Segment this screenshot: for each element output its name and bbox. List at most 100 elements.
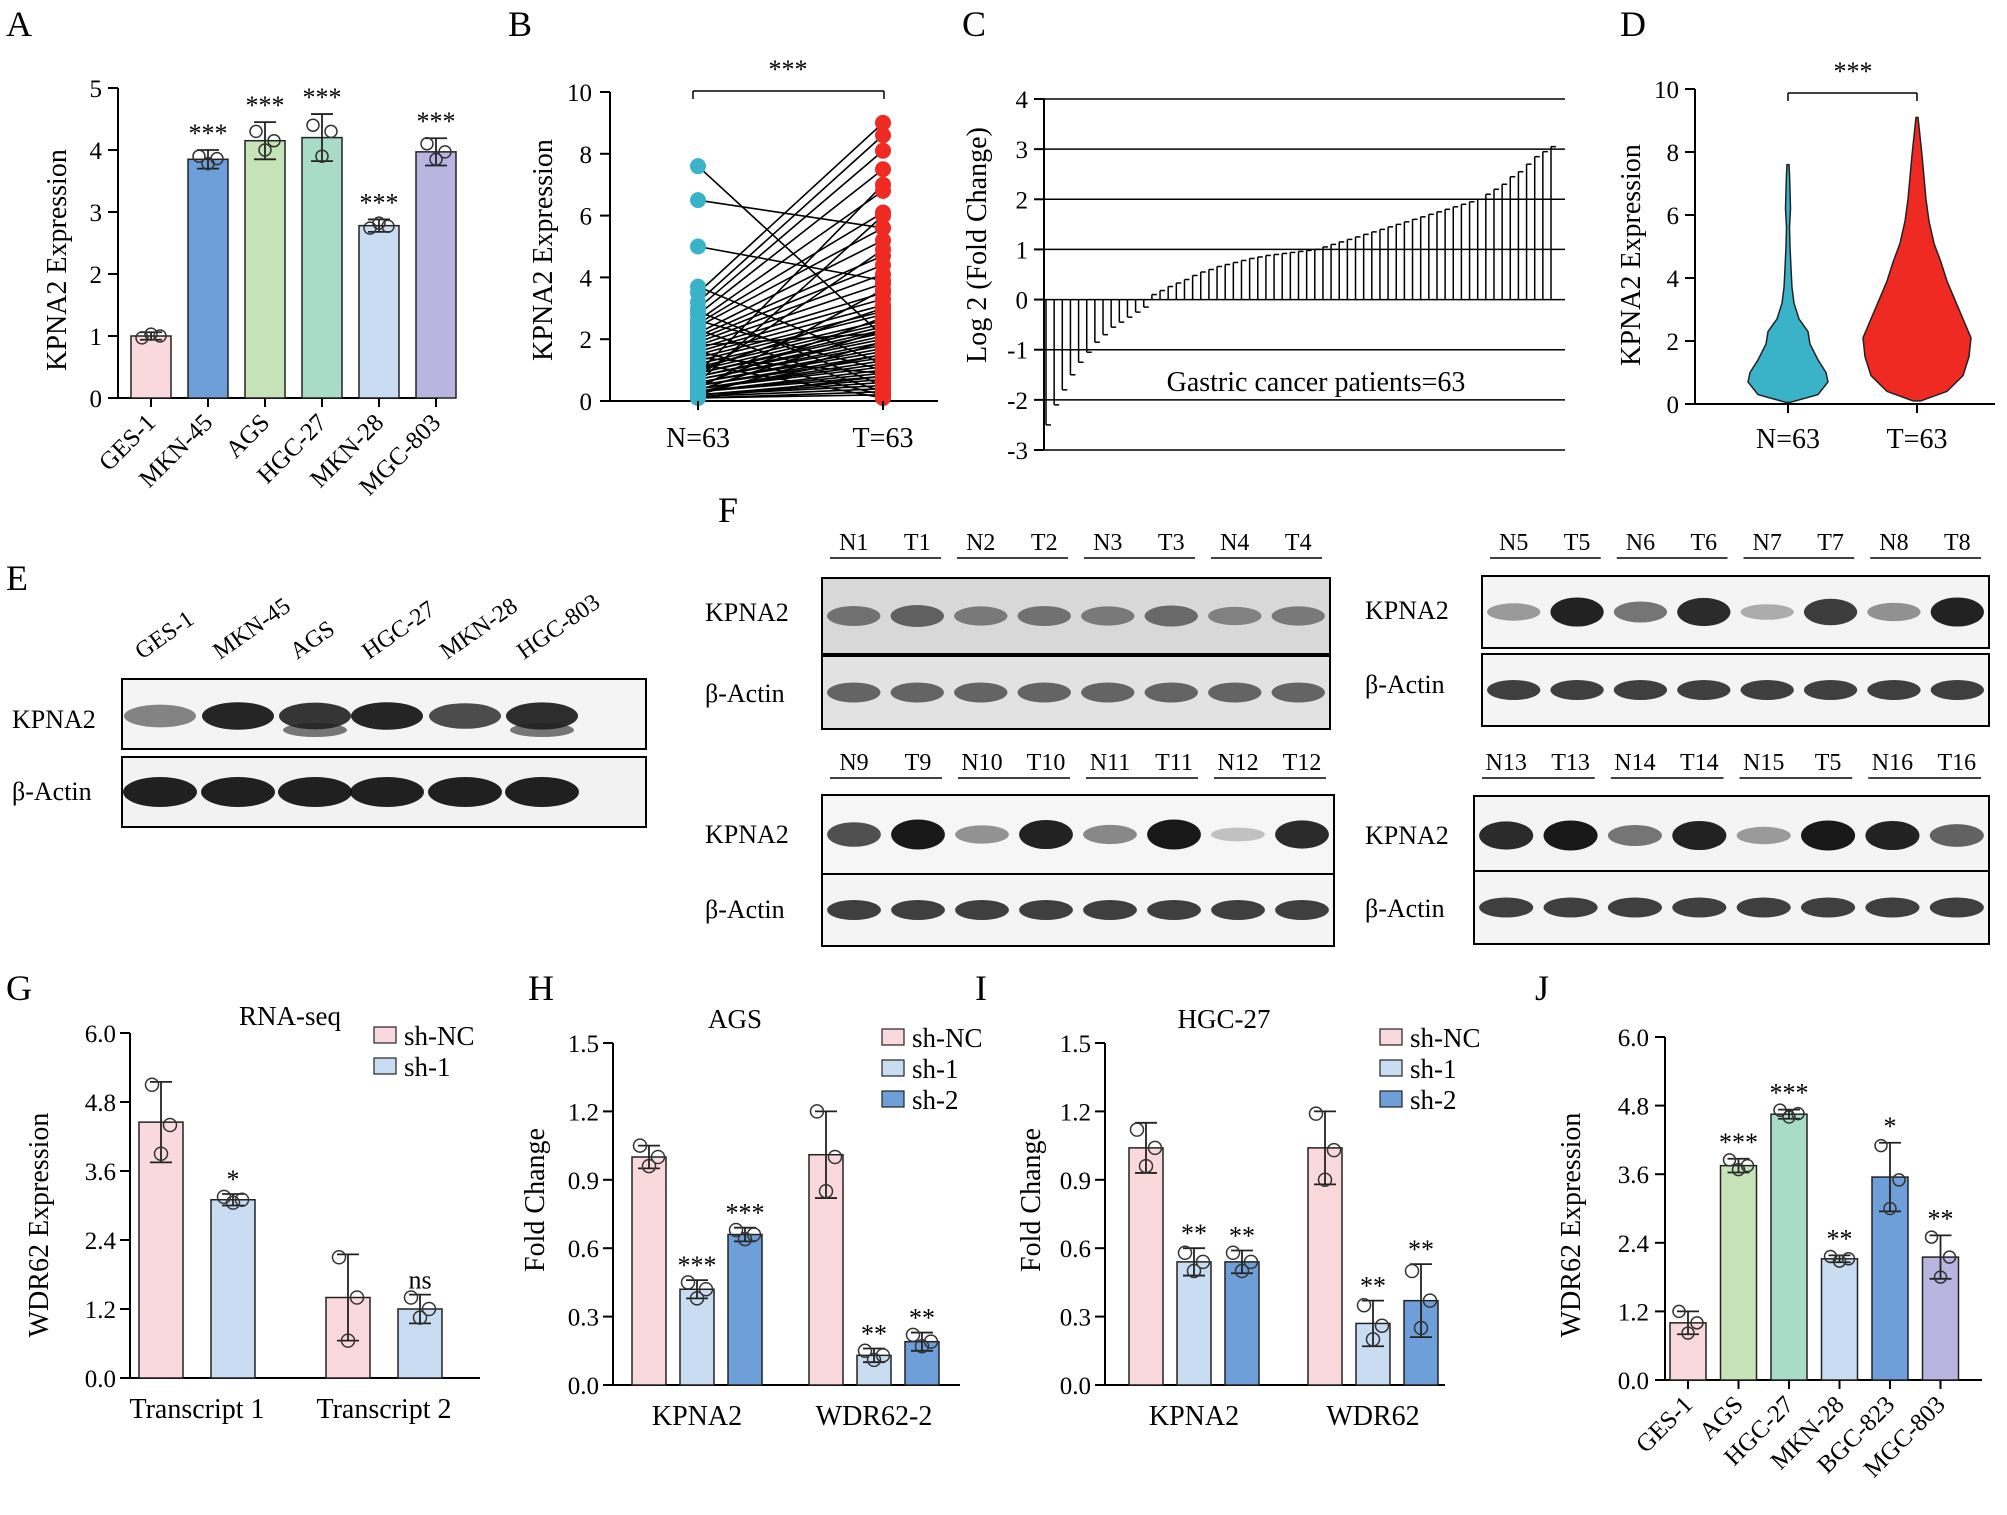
- tumor-point: [875, 114, 891, 131]
- pair-line: [697, 375, 884, 393]
- tumor-violin: [1862, 116, 1972, 402]
- data-point: [258, 143, 272, 157]
- y-tick-label: 0.3: [1060, 1305, 1091, 1332]
- panel-c-y-label: Log 2 (Fold Change): [962, 127, 993, 363]
- panel-a-y-label: KPNA2 Expression: [42, 149, 73, 371]
- panel-a: A KPNA2 Expression 0 1 2 3 4 5 GES-1***MKN-45…: [6, 4, 457, 501]
- normal-point: [690, 365, 706, 382]
- lane-label: N16: [1872, 750, 1913, 776]
- f-blot-panel-3: N9 T9 N10 T10 N11 T11 N12 T12 KPNA2 β-Actin: [705, 750, 1335, 947]
- panel-g-bars: * Transcript 1 ns Transcript 2: [129, 1077, 452, 1425]
- bar: [1820, 1258, 1859, 1381]
- data-point: [225, 1195, 241, 1210]
- panel-e-bands: [123, 702, 579, 807]
- lane-label: HGC-803: [513, 589, 605, 665]
- actin-band: [1543, 897, 1598, 918]
- data-point: [340, 1333, 356, 1348]
- panel-g: G WDR62 Expression RNA-seq 0.0 1.2 2.4 3.6 4…: [6, 968, 480, 1425]
- significance-label: ***: [678, 1251, 717, 1280]
- data-point: [698, 1281, 714, 1297]
- legend-label: sh-1: [404, 1052, 451, 1082]
- y-tick-label: 6: [580, 204, 593, 231]
- data-point: [144, 1077, 160, 1092]
- panel-h-y-ticks: 0.0 0.3 0.6 0.9 1.2 1.5: [568, 1031, 613, 1400]
- x-tick-label: KPNA2: [652, 1401, 742, 1432]
- y-tick-label: 0.9: [568, 1168, 599, 1195]
- legend-swatch: [373, 1057, 397, 1075]
- lane-label: N9: [839, 750, 868, 776]
- significance-label: ***: [1719, 1128, 1758, 1157]
- data-point: [349, 1290, 365, 1305]
- kpna2-lower-band: [510, 723, 574, 737]
- data-point: [1942, 1250, 1957, 1264]
- panel-label-j: J: [1535, 968, 1549, 1008]
- lane-label: T6: [1690, 530, 1717, 556]
- legend-label: sh-1: [912, 1054, 959, 1084]
- y-tick-label: 6.0: [85, 1021, 116, 1048]
- data-point: [1129, 1122, 1145, 1137]
- panel-b-y-label: KPNA2 Expression: [528, 139, 559, 361]
- data-point: [1782, 1110, 1796, 1124]
- data-point: [1234, 1263, 1250, 1279]
- actin-band: [1275, 900, 1329, 920]
- data-point: [210, 151, 224, 166]
- data-point: [1740, 1158, 1755, 1173]
- kpna2-band: [1865, 820, 1920, 851]
- y-tick-label: 8: [1667, 140, 1680, 167]
- data-point: [1365, 1332, 1381, 1347]
- legend-swatch: [373, 1026, 397, 1044]
- lane-label: N15: [1743, 750, 1784, 776]
- pair-line: [697, 292, 884, 350]
- kpna2-band: [351, 702, 423, 730]
- panel-c-annotation: Gastric cancer patients=63: [1167, 367, 1466, 398]
- normal-point: [690, 238, 706, 255]
- actin-band: [1677, 680, 1731, 700]
- panel-label-a: A: [6, 4, 32, 44]
- lane-label: T8: [1944, 530, 1971, 556]
- actin-band: [1613, 680, 1668, 700]
- normal-point: [690, 337, 706, 354]
- significance-label: ns: [408, 1266, 431, 1295]
- kpna2-band: [1930, 597, 1984, 627]
- lane-label: N3: [1093, 530, 1122, 556]
- x-tick-label: Transcript 2: [316, 1394, 451, 1425]
- pair-line: [697, 264, 884, 340]
- pair-line: [697, 122, 884, 294]
- data-point: [306, 118, 320, 132]
- actin-band: [1550, 680, 1604, 700]
- lane-label: T4: [1285, 530, 1312, 556]
- bar: [1224, 1261, 1260, 1386]
- actin-band: [1083, 900, 1137, 920]
- data-point: [1374, 1318, 1390, 1333]
- pair-line: [697, 304, 884, 356]
- actin-band: [1929, 897, 1984, 918]
- pair-line: [697, 356, 884, 374]
- actin-band: [1271, 682, 1325, 703]
- panel-a-y-ticks: 0 1 2 3 4 5: [90, 76, 118, 413]
- pair-line: [697, 282, 884, 347]
- panel-c-y-ticks: -3 -2 -1 0 1 2 3 4: [1007, 87, 1565, 465]
- y-tick-label: 1: [90, 324, 103, 351]
- actin-band: [827, 900, 881, 920]
- tumor-point: [875, 281, 891, 298]
- y-tick-label: 1.5: [568, 1031, 599, 1058]
- data-point: [438, 145, 452, 159]
- data-point: [1422, 1293, 1438, 1308]
- actin-band: [1144, 682, 1198, 703]
- lane-label: N13: [1486, 750, 1527, 776]
- lane-label: N14: [1614, 750, 1655, 776]
- data-point: [689, 1291, 705, 1306]
- panel-g-y-label: WDR62 Expression: [24, 1113, 55, 1338]
- actin-band: [954, 682, 1008, 703]
- bar: [301, 136, 343, 399]
- significance-label: *: [1884, 1112, 1897, 1141]
- kpna2-band: [1672, 820, 1727, 851]
- pair-line: [697, 363, 884, 399]
- panel-i-y-ticks: 0.0 0.3 0.6 0.9 1.2 1.5: [1060, 1031, 1105, 1400]
- data-point: [1326, 1142, 1342, 1158]
- lane-label: T2: [1031, 530, 1058, 556]
- actin-band: [505, 777, 579, 807]
- actin-band: [1865, 897, 1920, 918]
- bar: [727, 1233, 763, 1386]
- data-point: [875, 1348, 891, 1363]
